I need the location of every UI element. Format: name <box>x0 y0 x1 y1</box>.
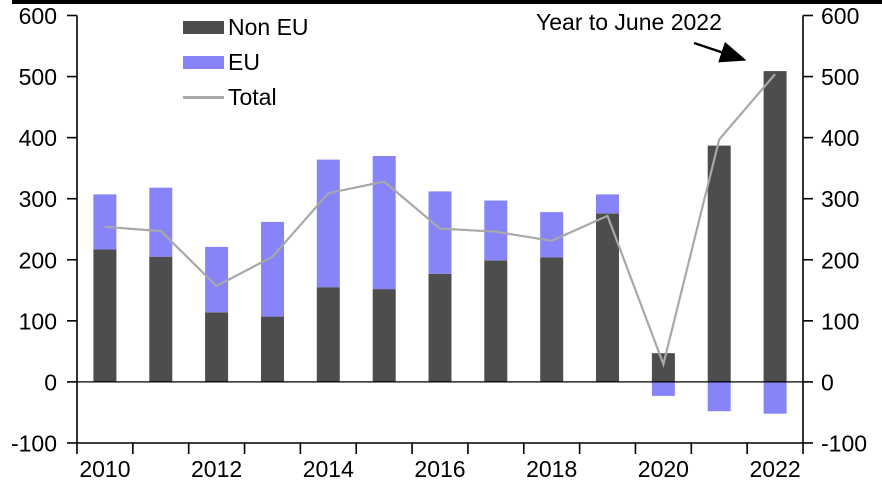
bar-eu-2018 <box>540 212 564 258</box>
annotation-arrow <box>693 41 747 63</box>
legend-label-total: Total <box>228 84 277 110</box>
y-tick-label-left-500: 500 <box>19 64 57 90</box>
bar-non-eu-2020 <box>651 353 675 382</box>
bar-non-eu-2021 <box>707 145 731 382</box>
y-tick-label-right-500: 500 <box>821 64 859 90</box>
bar-non-eu-2011 <box>149 256 173 382</box>
legend-item-total: Total <box>183 80 309 115</box>
annotation-text: Year to June 2022 <box>536 9 722 35</box>
bar-non-eu-2012 <box>205 312 229 382</box>
axes-group <box>67 14 813 454</box>
y-tick-label-right--100: -100 <box>821 430 867 456</box>
bar-non-eu-2014 <box>316 287 340 382</box>
y-tick-label-left-200: 200 <box>19 247 57 273</box>
x-tick-label-2022: 2022 <box>749 456 800 482</box>
x-tick-label-2014: 2014 <box>303 456 354 482</box>
x-tick-label-2010: 2010 <box>79 456 130 482</box>
axis-labels-group: 600 600 500 500 400 400 300 300 200 200 100 100 0 0 -1… <box>11 3 867 482</box>
bar-eu-2012 <box>205 246 229 313</box>
legend: Non EU EU Total <box>183 10 309 115</box>
bar-non-eu-2013 <box>261 316 284 382</box>
bar-non-eu-2017 <box>484 260 508 382</box>
bar-non-eu-2016 <box>428 273 452 382</box>
y-tick-label-left-0: 0 <box>44 369 57 395</box>
legend-item-eu: EU <box>183 45 309 80</box>
bar-non-eu-2019 <box>596 213 619 382</box>
bar-eu-2017 <box>484 200 508 261</box>
bar-eu-2019 <box>596 194 619 214</box>
bar-eu-2013 <box>261 221 284 317</box>
y-tick-label-right-600: 600 <box>821 3 859 29</box>
legend-swatch-non-eu <box>183 21 224 34</box>
legend-item-non-eu: Non EU <box>183 10 309 45</box>
bar-eu-2014 <box>316 159 340 288</box>
bar-non-eu-2022 <box>763 71 787 382</box>
top-border-line <box>12 0 882 4</box>
bar-non-eu-2018 <box>540 257 564 382</box>
bar-eu-2021 <box>707 381 731 412</box>
x-tick-label-2018: 2018 <box>526 456 577 482</box>
y-tick-label-right-100: 100 <box>821 308 859 334</box>
y-tick-label-right-200: 200 <box>821 247 859 273</box>
legend-swatch-eu <box>183 56 224 69</box>
bar-non-eu-2015 <box>372 289 396 382</box>
x-tick-label-2012: 2012 <box>191 456 242 482</box>
y-tick-label-left-600: 600 <box>19 3 57 29</box>
bar-eu-2015 <box>372 156 396 290</box>
x-tick-label-2016: 2016 <box>414 456 465 482</box>
y-tick-label-left--100: -100 <box>11 430 57 456</box>
y-tick-label-right-400: 400 <box>821 125 859 151</box>
bar-eu-2016 <box>428 191 452 274</box>
total-line <box>104 73 776 368</box>
y-tick-label-right-300: 300 <box>821 186 859 212</box>
y-tick-label-right-0: 0 <box>821 369 834 395</box>
bars-group <box>93 71 787 414</box>
bar-non-eu-2010 <box>93 249 117 382</box>
y-tick-label-left-100: 100 <box>19 308 57 334</box>
bar-eu-2011 <box>149 187 173 257</box>
x-tick-label-2020: 2020 <box>638 456 689 482</box>
y-tick-label-left-400: 400 <box>19 125 57 151</box>
bar-eu-2020 <box>651 381 675 396</box>
bar-eu-2010 <box>93 194 117 250</box>
legend-label-non-eu: Non EU <box>228 14 309 40</box>
legend-label-eu: EU <box>228 49 260 75</box>
bar-eu-2022 <box>763 381 787 414</box>
legend-swatch-total-line <box>183 96 224 99</box>
y-tick-label-left-300: 300 <box>19 186 57 212</box>
